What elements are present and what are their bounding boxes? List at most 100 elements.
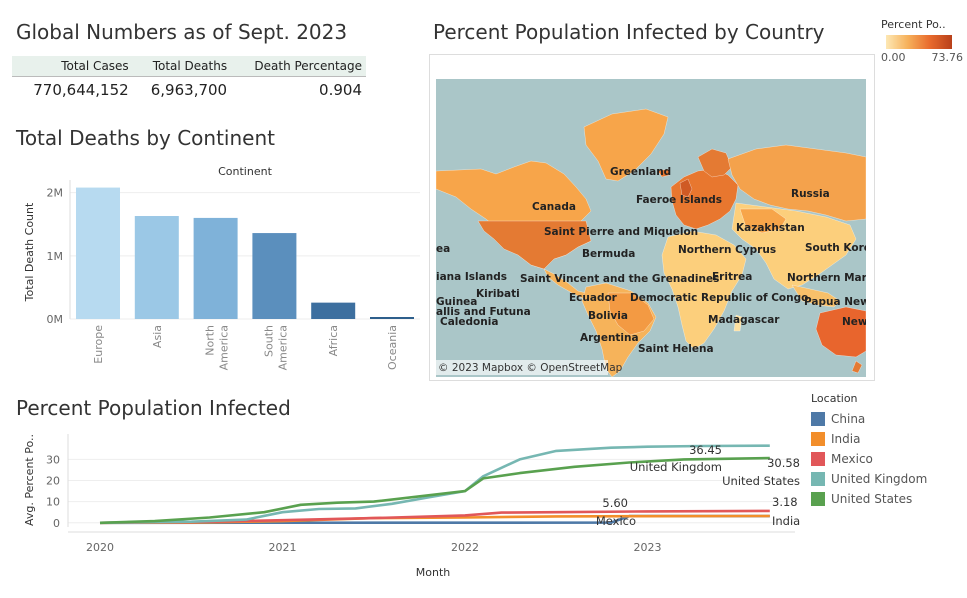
map-label-kazakhstan: Kazakhstan bbox=[736, 222, 805, 234]
line-end-name-mexico: Mexico bbox=[596, 514, 636, 528]
kpi-header-death-percentage: Death Percentage bbox=[231, 56, 366, 77]
line-x-tick-label-2022: 2022 bbox=[451, 541, 479, 554]
map-russia[interactable] bbox=[727, 144, 866, 222]
line-end-value-china: 3.18 bbox=[772, 495, 798, 509]
bar-category-label-africa: Africa bbox=[327, 325, 340, 356]
map-label-eritrea: Eritrea bbox=[712, 271, 752, 283]
legend-label-china: China bbox=[831, 412, 866, 426]
bar-category-label-south-america: SouthAmerica bbox=[262, 325, 289, 370]
bar-category-label-oceania: Oceania bbox=[386, 325, 399, 370]
legend-swatch-united-states bbox=[811, 492, 825, 506]
map-label-northern-mariana: Northern Mari bbox=[787, 272, 866, 284]
map-kazakhstan[interactable] bbox=[739, 208, 787, 234]
legend-swatch-china bbox=[811, 412, 825, 426]
bar-category-label-asia: Asia bbox=[151, 325, 164, 348]
kpi-total-cases[interactable]: 770,644,152 bbox=[12, 76, 133, 103]
line-series-united-states[interactable] bbox=[99, 456, 770, 525]
map-credit[interactable]: © 2023 Mapbox © OpenStreetMap bbox=[438, 362, 623, 374]
map-legend-title: Percent Po.. bbox=[881, 18, 946, 31]
map-iceland[interactable] bbox=[657, 168, 671, 178]
map-label-ecuador: Ecuador bbox=[569, 292, 618, 304]
global-title: Global Numbers as of Sept. 2023 bbox=[16, 20, 348, 44]
map-title: Percent Population Infected by Country bbox=[433, 20, 825, 44]
legend-swatch-mexico bbox=[811, 452, 825, 466]
bar-africa[interactable] bbox=[311, 302, 356, 319]
legend-label-united-states: United States bbox=[831, 492, 913, 506]
map-legend-max: 73.76 bbox=[931, 51, 964, 64]
line-chart-title: Percent Population Infected bbox=[16, 396, 291, 420]
map-label-canada: Canada bbox=[532, 201, 576, 213]
kpi-death-percentage[interactable]: 0.904 bbox=[231, 76, 366, 103]
bar-south-america[interactable] bbox=[252, 233, 297, 319]
map-label-saint-vincent: Saint Vincent and the Grenadines bbox=[520, 273, 719, 285]
bar-category-label-europe: Europe bbox=[92, 325, 105, 364]
map-label-northern-cyprus: Northern Cyprus bbox=[678, 244, 776, 256]
bar-y-tick-label: 0M bbox=[47, 313, 64, 326]
line-y-tick-label: 30 bbox=[46, 453, 60, 466]
line-legend: Location China India Mexico United Kingdom U… bbox=[811, 392, 927, 509]
map-label-kiribati: Kiribati bbox=[476, 288, 520, 300]
map-label-bolivia: Bolivia bbox=[588, 310, 628, 322]
line-end-value-united-kingdom: 36.45 bbox=[689, 443, 722, 457]
map-label-dr-congo: Democratic Republic of Congo bbox=[630, 292, 808, 304]
line-legend-title: Location bbox=[811, 392, 858, 405]
map-scandinavia[interactable] bbox=[697, 148, 733, 178]
kpi-header-total-cases: Total Cases bbox=[12, 56, 133, 77]
bar-oceania[interactable] bbox=[370, 317, 414, 319]
map-australia[interactable] bbox=[815, 306, 866, 358]
line-chart: Avg. Percent Po.. Month 0 10 20 30 2020 2021 2… bbox=[23, 434, 800, 579]
bar-asia[interactable] bbox=[134, 216, 179, 319]
map-label-caledonia: Caledonia bbox=[440, 316, 498, 328]
bar-y-tick-label: 2M bbox=[47, 187, 64, 200]
map-label-madagascar: Madagascar bbox=[708, 314, 780, 326]
line-end-value-united-states: 30.58 bbox=[767, 456, 800, 470]
map-legend: Percent Po.. 0.00 73.76 bbox=[881, 18, 963, 64]
bar-chart-title: Total Deaths by Continent bbox=[16, 126, 275, 150]
map-label-wallis-futuna: allis and Futuna bbox=[436, 306, 531, 318]
map-label-faeroe-islands: Faeroe Islands bbox=[636, 194, 722, 206]
line-end-name-united-states: United States bbox=[722, 474, 800, 488]
legend-item-united-states[interactable]: United States bbox=[811, 489, 927, 509]
line-y-tick-label: 10 bbox=[46, 496, 60, 509]
legend-label-united-kingdom: United Kingdom bbox=[831, 472, 928, 486]
line-end-name-united-kingdom: United Kingdom bbox=[630, 460, 722, 474]
map-label-greenland: Greenland bbox=[610, 166, 671, 178]
line-x-tick-label-2020: 2020 bbox=[86, 541, 114, 554]
line-x-tick-label-2021: 2021 bbox=[269, 541, 297, 554]
map-africa[interactable] bbox=[661, 230, 747, 350]
map-label-new-zealand: New bbox=[842, 316, 866, 328]
bar-europe[interactable] bbox=[76, 187, 120, 319]
map-southeast-asia[interactable] bbox=[791, 284, 841, 308]
legend-item-india[interactable]: India bbox=[811, 429, 927, 449]
map-label-saint-helena: Saint Helena bbox=[638, 343, 714, 355]
map-label-argentina: Argentina bbox=[580, 332, 639, 344]
map-label-bermuda: Bermuda bbox=[582, 248, 635, 260]
map-greenland[interactable] bbox=[583, 108, 669, 182]
bar-chart: Continent Total Death Count 0M 1M 2M Europ… bbox=[23, 165, 420, 370]
legend-item-china[interactable]: China bbox=[811, 409, 927, 429]
line-x-tick-label-2023: 2023 bbox=[634, 541, 662, 554]
legend-item-mexico[interactable]: Mexico bbox=[811, 449, 927, 469]
legend-swatch-india bbox=[811, 432, 825, 446]
map-label-mariana-islands: iana Islands bbox=[436, 271, 507, 283]
line-end-name-india: India bbox=[772, 514, 800, 528]
bar-y-tick-label: 1M bbox=[47, 250, 64, 263]
line-y-tick-label: 20 bbox=[46, 475, 60, 488]
map-country-labels: Greenland Faeroe Islands Russia Canada S… bbox=[436, 166, 866, 355]
world-map[interactable]: Greenland Faeroe Islands Russia Canada S… bbox=[436, 79, 866, 377]
map-madagascar[interactable] bbox=[733, 314, 743, 332]
map-label-saint-pierre: Saint Pierre and Miquelon bbox=[544, 226, 698, 238]
map-label-south-korea: South Kore bbox=[805, 242, 866, 254]
kpi-total-deaths[interactable]: 6,963,700 bbox=[132, 76, 232, 103]
bar-y-axis-label: Total Death Count bbox=[23, 202, 36, 302]
map-legend-min: 0.00 bbox=[881, 51, 906, 64]
line-end-value-mexico: 5.60 bbox=[602, 496, 628, 510]
map-brazil[interactable] bbox=[607, 292, 655, 336]
legend-label-india: India bbox=[831, 432, 861, 446]
line-y-tick-label: 0 bbox=[53, 517, 60, 530]
map-uk[interactable] bbox=[679, 178, 693, 198]
bar-north-america[interactable] bbox=[193, 217, 238, 319]
bar-chart-header: Continent bbox=[218, 165, 272, 178]
legend-item-united-kingdom[interactable]: United Kingdom bbox=[811, 469, 927, 489]
map-new-zealand[interactable] bbox=[851, 360, 863, 374]
